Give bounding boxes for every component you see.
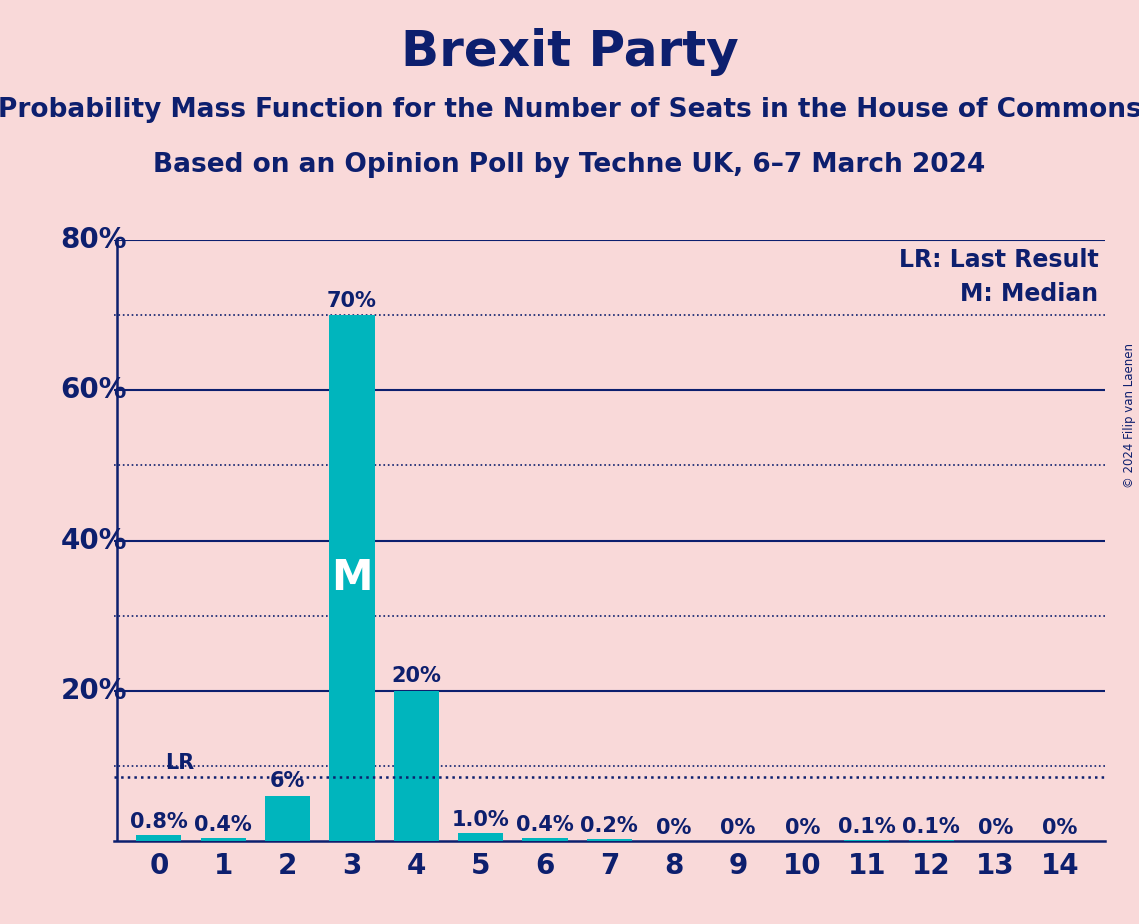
- Text: LR: LR: [165, 753, 195, 773]
- Text: 0%: 0%: [720, 818, 756, 838]
- Text: Based on an Opinion Poll by Techne UK, 6–7 March 2024: Based on an Opinion Poll by Techne UK, 6…: [154, 152, 985, 178]
- Text: 0.2%: 0.2%: [581, 816, 638, 836]
- Bar: [200, 838, 246, 841]
- Text: 0%: 0%: [977, 818, 1013, 838]
- Text: Brexit Party: Brexit Party: [401, 28, 738, 76]
- Text: 1.0%: 1.0%: [452, 810, 509, 831]
- Text: 0.4%: 0.4%: [516, 815, 574, 835]
- Text: © 2024 Filip van Laenen: © 2024 Filip van Laenen: [1123, 344, 1136, 488]
- Bar: [329, 315, 375, 841]
- Text: Probability Mass Function for the Number of Seats in the House of Commons: Probability Mass Function for the Number…: [0, 97, 1139, 123]
- Bar: [587, 839, 632, 841]
- Text: 0%: 0%: [656, 818, 691, 838]
- Text: 0.1%: 0.1%: [902, 817, 960, 837]
- Text: 20%: 20%: [392, 666, 441, 687]
- Text: M: Median: M: Median: [960, 282, 1098, 306]
- Text: M: M: [331, 557, 372, 599]
- Text: 20%: 20%: [60, 676, 126, 705]
- Text: 6%: 6%: [270, 772, 305, 791]
- Text: 70%: 70%: [327, 291, 377, 310]
- Text: 60%: 60%: [60, 376, 126, 405]
- Text: LR: Last Result: LR: Last Result: [899, 248, 1098, 272]
- Text: 40%: 40%: [60, 527, 126, 554]
- Bar: [394, 691, 439, 841]
- Text: 0%: 0%: [1042, 818, 1077, 838]
- Text: 0.4%: 0.4%: [195, 815, 252, 835]
- Text: 0.1%: 0.1%: [838, 817, 895, 837]
- Text: 0%: 0%: [785, 818, 820, 838]
- Text: 80%: 80%: [60, 226, 126, 254]
- Text: 0.8%: 0.8%: [130, 812, 188, 832]
- Bar: [458, 833, 503, 841]
- Bar: [137, 835, 181, 841]
- Bar: [265, 796, 310, 841]
- Bar: [523, 838, 567, 841]
